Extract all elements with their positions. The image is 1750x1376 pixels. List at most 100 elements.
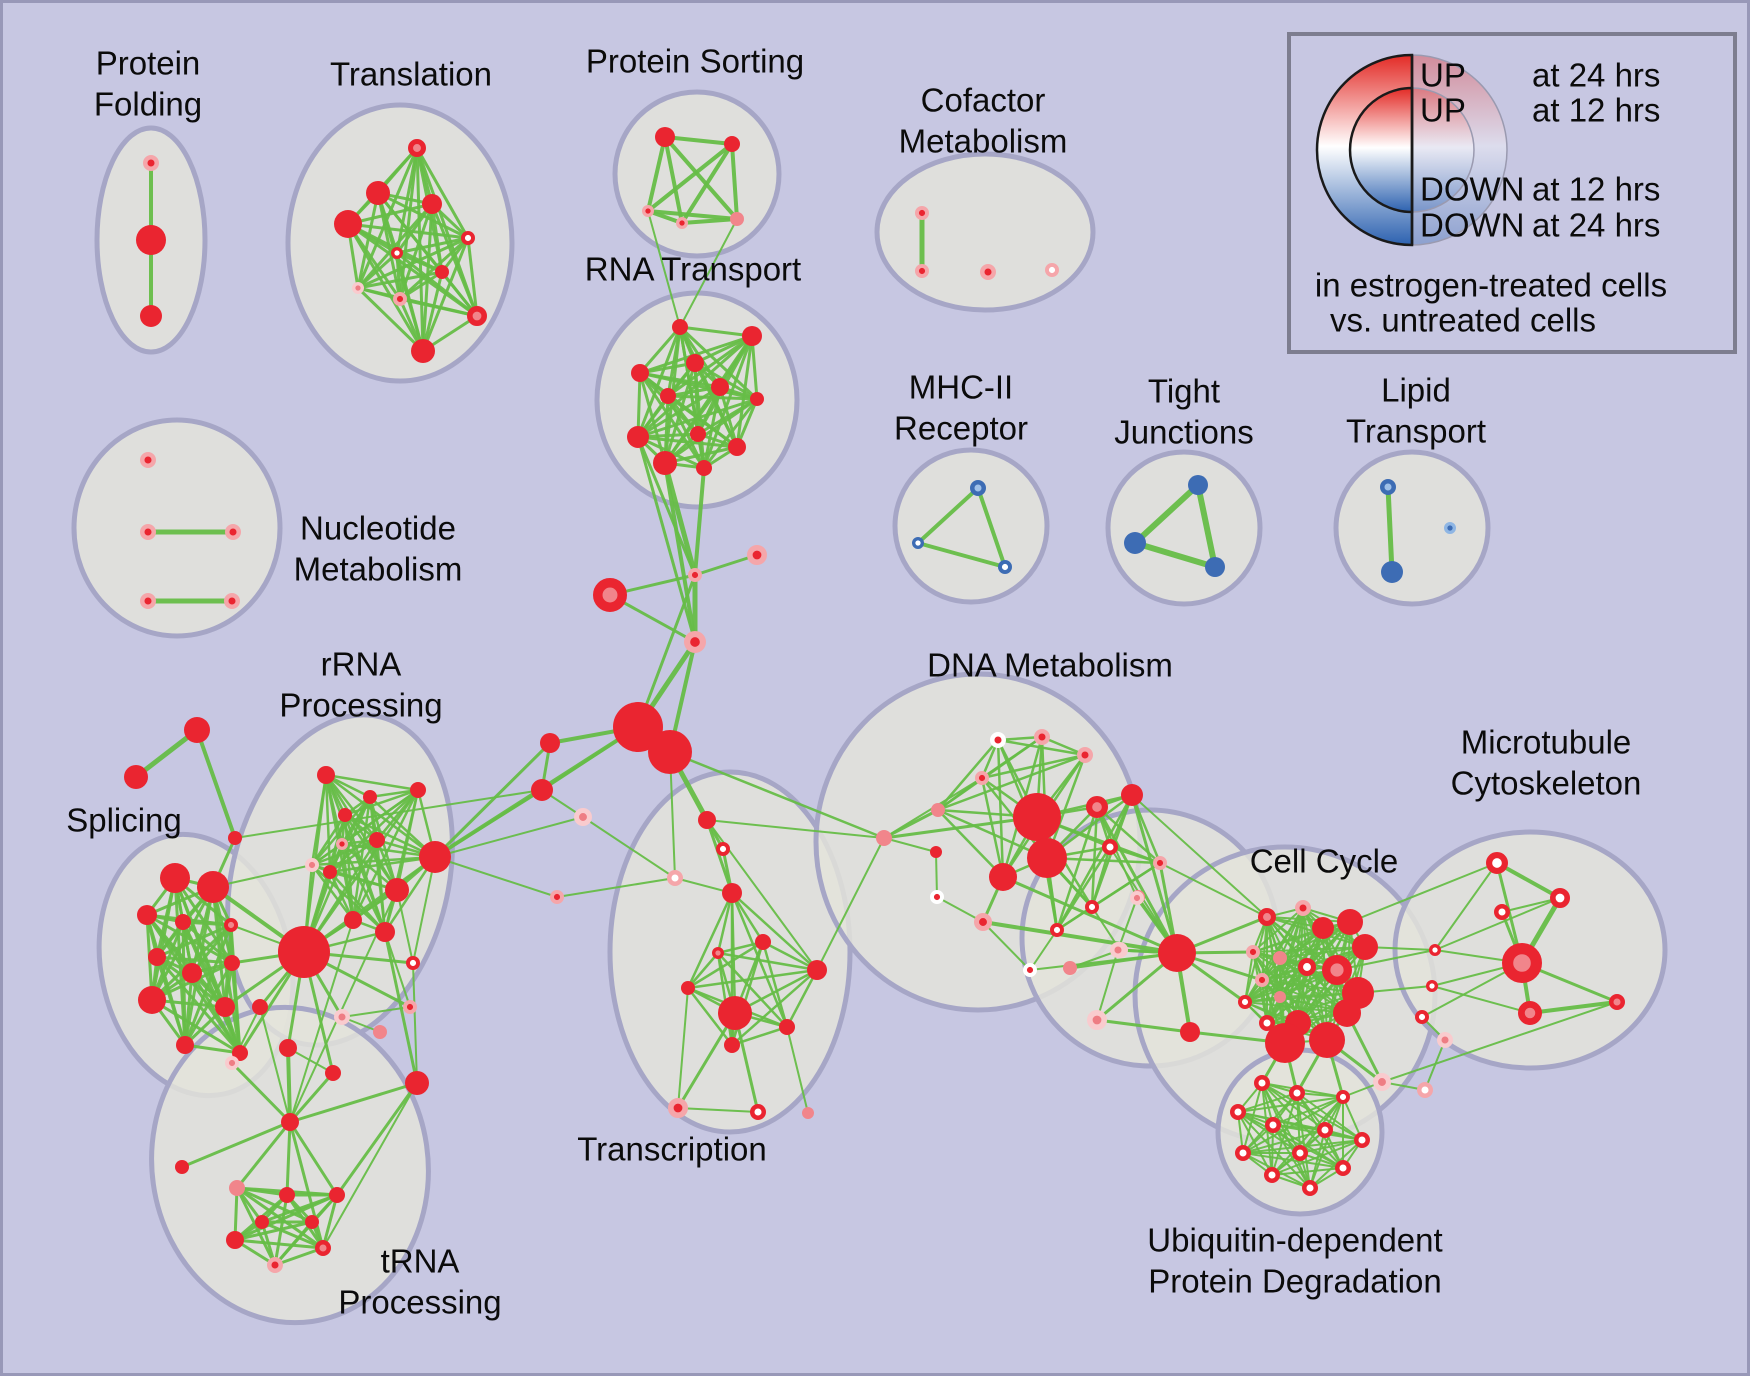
node-176[interactable] bbox=[1436, 1031, 1453, 1048]
node-45[interactable] bbox=[1205, 557, 1225, 577]
node-114[interactable] bbox=[724, 1037, 740, 1053]
node-49[interactable] bbox=[184, 717, 210, 743]
node-61[interactable] bbox=[215, 997, 235, 1017]
node-188[interactable] bbox=[405, 1071, 429, 1095]
node-85[interactable] bbox=[175, 1160, 189, 1174]
node-168[interactable] bbox=[1550, 887, 1571, 908]
node-179[interactable] bbox=[1264, 1116, 1281, 1133]
node-161[interactable] bbox=[1265, 1023, 1305, 1063]
node-27[interactable] bbox=[711, 378, 729, 396]
node-122[interactable] bbox=[975, 771, 990, 786]
node-14[interactable] bbox=[655, 127, 675, 147]
node-53[interactable] bbox=[197, 871, 229, 903]
node-140[interactable] bbox=[1158, 934, 1196, 972]
node-37[interactable] bbox=[225, 523, 242, 540]
node-181[interactable] bbox=[1353, 1131, 1370, 1148]
node-60[interactable] bbox=[182, 963, 202, 983]
node-62[interactable] bbox=[176, 1036, 194, 1054]
node-24[interactable] bbox=[742, 326, 762, 346]
node-142[interactable] bbox=[1109, 941, 1126, 958]
node-159[interactable] bbox=[1333, 999, 1361, 1027]
node-4[interactable] bbox=[366, 181, 390, 205]
node-177[interactable] bbox=[1416, 1081, 1433, 1098]
node-109[interactable] bbox=[711, 946, 724, 959]
node-171[interactable] bbox=[1426, 979, 1439, 992]
node-110[interactable] bbox=[681, 981, 695, 995]
node-100[interactable] bbox=[540, 733, 560, 753]
node-89[interactable] bbox=[226, 1231, 244, 1249]
node-79[interactable] bbox=[373, 1025, 387, 1039]
node-76[interactable] bbox=[278, 926, 330, 978]
node-32[interactable] bbox=[728, 438, 746, 456]
node-3[interactable] bbox=[407, 139, 426, 158]
node-31[interactable] bbox=[690, 426, 706, 442]
node-180[interactable] bbox=[1316, 1121, 1333, 1138]
node-126[interactable] bbox=[1013, 793, 1061, 841]
node-54[interactable] bbox=[137, 905, 157, 925]
node-163[interactable] bbox=[1373, 1073, 1392, 1092]
node-123[interactable] bbox=[931, 803, 945, 817]
node-103[interactable] bbox=[698, 811, 716, 829]
node-33[interactable] bbox=[653, 451, 677, 475]
node-78[interactable] bbox=[402, 1000, 417, 1015]
node-82[interactable] bbox=[252, 999, 268, 1015]
node-6[interactable] bbox=[334, 210, 362, 238]
node-57[interactable] bbox=[148, 948, 166, 966]
node-119[interactable] bbox=[989, 731, 1006, 748]
node-112[interactable] bbox=[718, 996, 752, 1030]
node-186[interactable] bbox=[1301, 1179, 1318, 1196]
node-52[interactable] bbox=[160, 863, 190, 893]
node-127[interactable] bbox=[1027, 838, 1067, 878]
node-0[interactable] bbox=[143, 155, 160, 172]
node-96[interactable] bbox=[593, 578, 628, 613]
node-95[interactable] bbox=[746, 544, 767, 565]
node-111[interactable] bbox=[807, 960, 827, 980]
node-77[interactable] bbox=[405, 956, 420, 971]
node-136[interactable] bbox=[1049, 923, 1064, 938]
node-86[interactable] bbox=[229, 1180, 245, 1196]
node-173[interactable] bbox=[1517, 1000, 1542, 1025]
node-75[interactable] bbox=[375, 922, 395, 942]
node-174[interactable] bbox=[1608, 993, 1625, 1010]
node-43[interactable] bbox=[1188, 475, 1208, 495]
node-130[interactable] bbox=[1101, 838, 1118, 855]
node-11[interactable] bbox=[392, 291, 407, 306]
node-91[interactable] bbox=[266, 1256, 283, 1273]
node-87[interactable] bbox=[279, 1187, 295, 1203]
node-93[interactable] bbox=[305, 1215, 319, 1229]
node-115[interactable] bbox=[667, 1098, 688, 1119]
node-22[interactable] bbox=[1044, 262, 1059, 277]
node-63[interactable] bbox=[232, 1045, 248, 1061]
node-66[interactable] bbox=[410, 782, 426, 798]
node-15[interactable] bbox=[724, 136, 740, 152]
node-149[interactable] bbox=[1254, 973, 1269, 988]
node-39[interactable] bbox=[224, 592, 241, 609]
node-169[interactable] bbox=[1493, 903, 1510, 920]
node-2[interactable] bbox=[140, 305, 162, 327]
node-133[interactable] bbox=[974, 913, 993, 932]
node-70[interactable] bbox=[304, 858, 319, 873]
node-28[interactable] bbox=[660, 388, 676, 404]
node-170[interactable] bbox=[1429, 943, 1442, 956]
node-182[interactable] bbox=[1234, 1144, 1251, 1161]
node-64[interactable] bbox=[317, 766, 335, 784]
node-34[interactable] bbox=[696, 460, 712, 476]
node-18[interactable] bbox=[730, 212, 744, 226]
node-67[interactable] bbox=[338, 808, 352, 822]
node-71[interactable] bbox=[323, 865, 337, 879]
node-73[interactable] bbox=[419, 841, 451, 873]
node-50[interactable] bbox=[124, 765, 148, 789]
node-148[interactable] bbox=[1273, 951, 1287, 965]
node-113[interactable] bbox=[779, 1019, 795, 1035]
node-98[interactable] bbox=[613, 702, 663, 752]
node-150[interactable] bbox=[1298, 958, 1317, 977]
node-38[interactable] bbox=[140, 592, 157, 609]
node-90[interactable] bbox=[314, 1239, 331, 1256]
node-65[interactable] bbox=[363, 790, 377, 804]
node-83[interactable] bbox=[325, 1065, 341, 1081]
node-36[interactable] bbox=[140, 523, 157, 540]
node-26[interactable] bbox=[631, 364, 649, 382]
node-145[interactable] bbox=[1258, 908, 1277, 927]
node-184[interactable] bbox=[1263, 1166, 1280, 1183]
node-153[interactable] bbox=[1258, 1014, 1275, 1031]
